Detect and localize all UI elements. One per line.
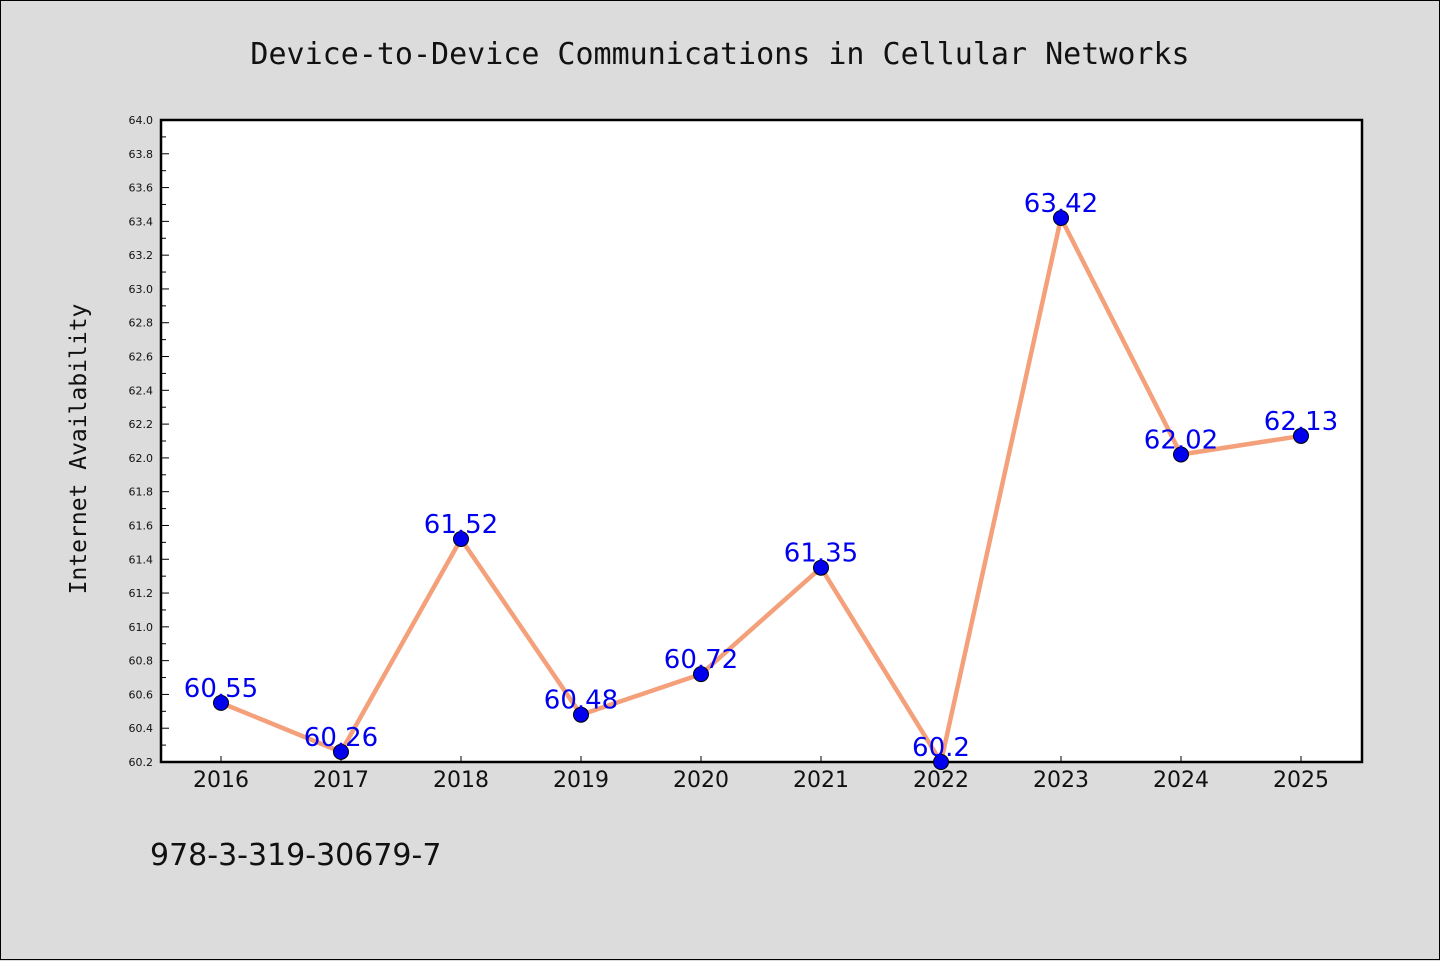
data-point [453, 530, 469, 547]
y-tick-label: 63.2 [129, 249, 154, 262]
y-tick-label: 60.4 [129, 722, 154, 735]
x-tick-label: 2021 [793, 768, 849, 793]
y-tick-label: 63.6 [129, 182, 154, 195]
x-axis: 2016 2017 2018 2019 2020 2021 2022 2023 2024 2025 [193, 756, 1329, 793]
y-tick-label: 64.0 [129, 114, 154, 127]
y-tick-label: 61.6 [129, 519, 154, 532]
x-tick-label: 2022 [913, 768, 969, 793]
series-line [218, 215, 1304, 765]
data-label: 60.2 [912, 733, 970, 763]
chart-title: Device-to-Device Communications in Cellu… [250, 37, 1189, 72]
x-tick-label: 2024 [1153, 768, 1209, 793]
y-tick-label: 60.6 [129, 688, 154, 701]
y-tick-label: 63.4 [129, 215, 154, 228]
x-tick-label: 2018 [433, 768, 489, 793]
y-tick-label: 60.8 [129, 655, 154, 668]
x-tick-label: 2019 [553, 768, 609, 793]
y-tick-label: 63.0 [129, 283, 154, 296]
x-tick-label: 2016 [193, 768, 249, 793]
data-point [573, 706, 589, 723]
data-label: 63.42 [1024, 189, 1098, 219]
data-point [933, 754, 949, 770]
data-label: 61.35 [784, 539, 858, 569]
x-tick-label: 2017 [313, 768, 369, 793]
y-axis: 60.2 60.4 60.6 60.8 61.0 61.2 61.4 61.6 61.8 62.0… [129, 114, 169, 769]
y-tick-label: 63.8 [129, 148, 154, 161]
y-tick-label: 61.4 [129, 553, 154, 566]
data-label: 60.72 [664, 645, 738, 675]
data-point [1293, 427, 1309, 444]
data-label: 60.55 [184, 674, 258, 704]
y-axis-label: Internet Availability [66, 304, 92, 595]
y-tick-label: 62.6 [129, 351, 154, 364]
data-point [813, 559, 829, 576]
data-label: 62.02 [1144, 426, 1218, 456]
data-point [1053, 209, 1069, 226]
data-label: 60.26 [304, 723, 378, 753]
x-tick-label: 2025 [1273, 768, 1329, 793]
series-layer [213, 209, 1309, 770]
data-point [693, 666, 709, 683]
data-labels-layer: 60.55 60.26 61.52 60.48 60.72 61.35 60.2 63.42 6… [184, 189, 1338, 763]
isbn-label: 978-3-319-30679-7 [150, 838, 441, 873]
x-tick-label: 2020 [673, 768, 729, 793]
y-tick-label: 62.2 [129, 418, 154, 431]
y-tick-label: 62.8 [129, 317, 154, 330]
data-label: 60.48 [544, 686, 618, 716]
data-label: 62.13 [1264, 407, 1338, 437]
plot-area [159, 118, 1364, 764]
y-tick-label: 61.0 [129, 621, 154, 634]
data-label: 61.52 [424, 510, 498, 540]
y-tick-label: 62.0 [129, 452, 154, 465]
data-point [213, 694, 229, 711]
y-tick-label: 60.2 [129, 756, 154, 769]
data-point [1173, 446, 1189, 463]
y-tick-label: 62.4 [129, 384, 154, 397]
y-tick-label: 61.8 [129, 486, 154, 499]
y-tick-label: 61.2 [129, 587, 154, 600]
x-tick-label: 2023 [1033, 768, 1089, 793]
data-point [333, 743, 349, 760]
